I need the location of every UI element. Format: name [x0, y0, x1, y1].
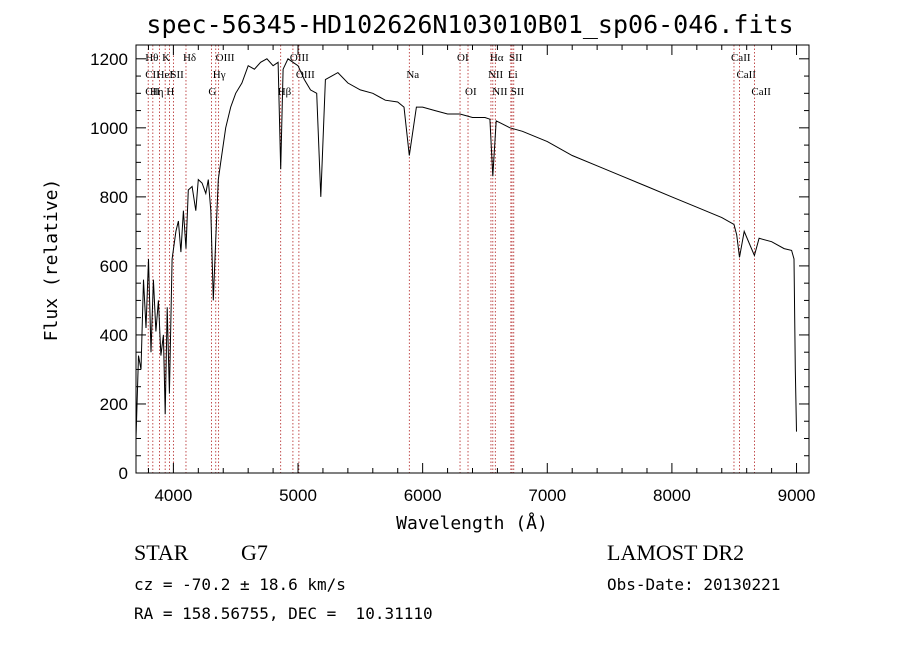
coordinates-readout: RA = 158.56755, DEC = 10.31110 [134, 604, 433, 623]
observation-date: Obs-Date: 20130221 [607, 575, 781, 594]
line-label: CII [145, 69, 160, 81]
plot-frame [135, 44, 810, 474]
object-class: STAR [134, 540, 189, 565]
tick-label: 200 [100, 395, 128, 414]
line-label: Hη [150, 86, 164, 98]
tick-label: 7000 [528, 486, 566, 505]
line-markers: HθCIICIIKHeIHηHδSIIHOIIIHγGOIIIOIIIHβNaO… [145, 45, 771, 473]
line-label: Hβ [278, 86, 292, 98]
tick-label: 400 [100, 326, 128, 345]
line-label: Li [508, 69, 518, 81]
tick-label: 4000 [154, 486, 192, 505]
line-label: K [162, 52, 170, 64]
line-label: CaII [751, 86, 771, 98]
line-label: CaII [736, 69, 756, 81]
redshift-readout: cz = -70.2 ± 18.6 km/s [134, 575, 346, 594]
line-label: H [166, 86, 174, 98]
line-label: Hγ [213, 69, 226, 81]
tick-label: 5000 [279, 486, 317, 505]
line-label: CaII [731, 52, 751, 64]
line-label: NII [488, 69, 504, 81]
chart-title: spec-56345-HD102626N103010B01_sp06-046.f… [146, 10, 793, 39]
line-label: OI [465, 86, 477, 98]
axis-ticks: 4000 5000 6000 7000 8000 9000 0 200 400 600 800 100… [90, 45, 815, 505]
x-axis-label: Wavelength (Å) [396, 512, 548, 534]
tick-label: 800 [100, 188, 128, 207]
tick-label: 600 [100, 257, 128, 276]
line-label: Na [406, 69, 419, 81]
y-axis-label: Flux (relative) [41, 179, 62, 342]
line-label: Hθ [145, 52, 158, 64]
line-label: Hδ [183, 52, 196, 64]
tick-label: 1000 [90, 119, 128, 138]
line-label: OIII [296, 69, 315, 81]
line-label: OIII [290, 52, 309, 64]
line-label: OIII [216, 52, 235, 64]
line-label: SII [511, 86, 525, 98]
tick-label: 0 [119, 464, 128, 483]
object-subclass: G7 [241, 540, 268, 565]
spectrum-line [135, 58, 797, 439]
tick-label: 1200 [90, 50, 128, 69]
tick-label: 9000 [778, 486, 816, 505]
tick-label: 6000 [404, 486, 442, 505]
line-label: G [208, 86, 216, 98]
line-label: OI [457, 52, 469, 64]
line-label: SII [170, 69, 184, 81]
line-label: NII [492, 86, 508, 98]
line-label: SII [509, 52, 523, 64]
survey-name: LAMOST DR2 [607, 540, 745, 565]
tick-label: 8000 [653, 486, 691, 505]
line-label: Hα [490, 52, 504, 64]
